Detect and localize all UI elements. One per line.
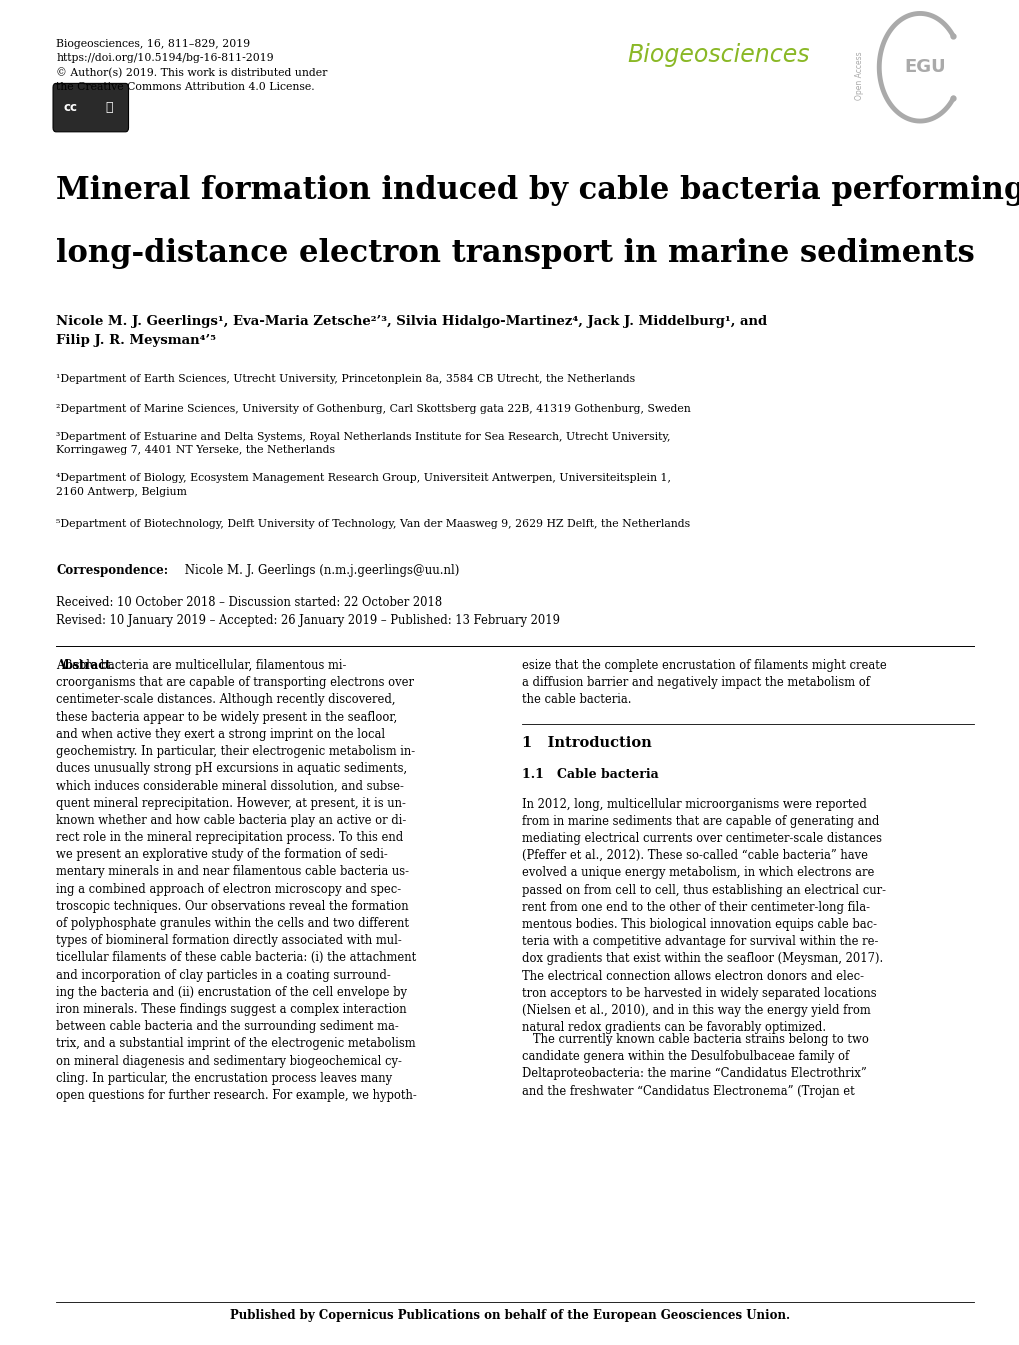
Text: esize that the complete encrustation of filaments might create
a diffusion barri: esize that the complete encrustation of … (522, 659, 887, 706)
Text: ⁵Department of Biotechnology, Delft University of Technology, Van der Maasweg 9,: ⁵Department of Biotechnology, Delft Univ… (56, 519, 690, 529)
FancyBboxPatch shape (53, 83, 128, 132)
Text: cc: cc (63, 101, 77, 114)
Text: ³Department of Estuarine and Delta Systems, Royal Netherlands Institute for Sea : ³Department of Estuarine and Delta Syste… (56, 432, 669, 456)
Text: Abstract.: Abstract. (56, 659, 114, 672)
Text: ¹Department of Earth Sciences, Utrecht University, Princetonplein 8a, 3584 CB Ut: ¹Department of Earth Sciences, Utrecht U… (56, 374, 635, 383)
Text: EGU: EGU (904, 58, 945, 77)
Text: Mineral formation induced by cable bacteria performing: Mineral formation induced by cable bacte… (56, 175, 1019, 206)
Text: Correspondence:: Correspondence: (56, 564, 168, 577)
Text: long-distance electron transport in marine sediments: long-distance electron transport in mari… (56, 238, 974, 269)
Text: Published by Copernicus Publications on behalf of the European Geosciences Union: Published by Copernicus Publications on … (229, 1309, 790, 1322)
Text: Open Access: Open Access (855, 51, 863, 100)
Text: Biogeosciences: Biogeosciences (627, 43, 809, 67)
Text: ²Department of Marine Sciences, University of Gothenburg, Carl Skottsberg gata 2: ²Department of Marine Sciences, Universi… (56, 404, 690, 413)
Text: 1   Introduction: 1 Introduction (522, 736, 651, 749)
Text: In 2012, long, multicellular microorganisms were reported
from in marine sedimen: In 2012, long, multicellular microorgani… (522, 798, 886, 1034)
Text: 1.1   Cable bacteria: 1.1 Cable bacteria (522, 768, 658, 781)
Text: Nicole M. J. Geerlings (n.m.j.geerlings@uu.nl): Nicole M. J. Geerlings (n.m.j.geerlings@… (180, 564, 459, 577)
Text: Received: 10 October 2018 – Discussion started: 22 October 2018
Revised: 10 Janu: Received: 10 October 2018 – Discussion s… (56, 596, 559, 627)
Text: The currently known cable bacteria strains belong to two
candidate genera within: The currently known cable bacteria strai… (522, 1033, 868, 1098)
Text: Nicole M. J. Geerlings¹, Eva-Maria Zetsche²’³, Silvia Hidalgo-Martinez⁴, Jack J.: Nicole M. J. Geerlings¹, Eva-Maria Zetsc… (56, 315, 766, 347)
Text: ⁴Department of Biology, Ecosystem Management Research Group, Universiteit Antwer: ⁴Department of Biology, Ecosystem Manage… (56, 473, 671, 498)
Text: Biogeosciences, 16, 811–829, 2019
https://doi.org/10.5194/bg-16-811-2019
© Autho: Biogeosciences, 16, 811–829, 2019 https:… (56, 39, 327, 91)
Text: Cable bacteria are multicellular, filamentous mi-
croorganisms that are capable : Cable bacteria are multicellular, filame… (56, 659, 417, 1102)
Text: ⓘ: ⓘ (105, 101, 113, 114)
